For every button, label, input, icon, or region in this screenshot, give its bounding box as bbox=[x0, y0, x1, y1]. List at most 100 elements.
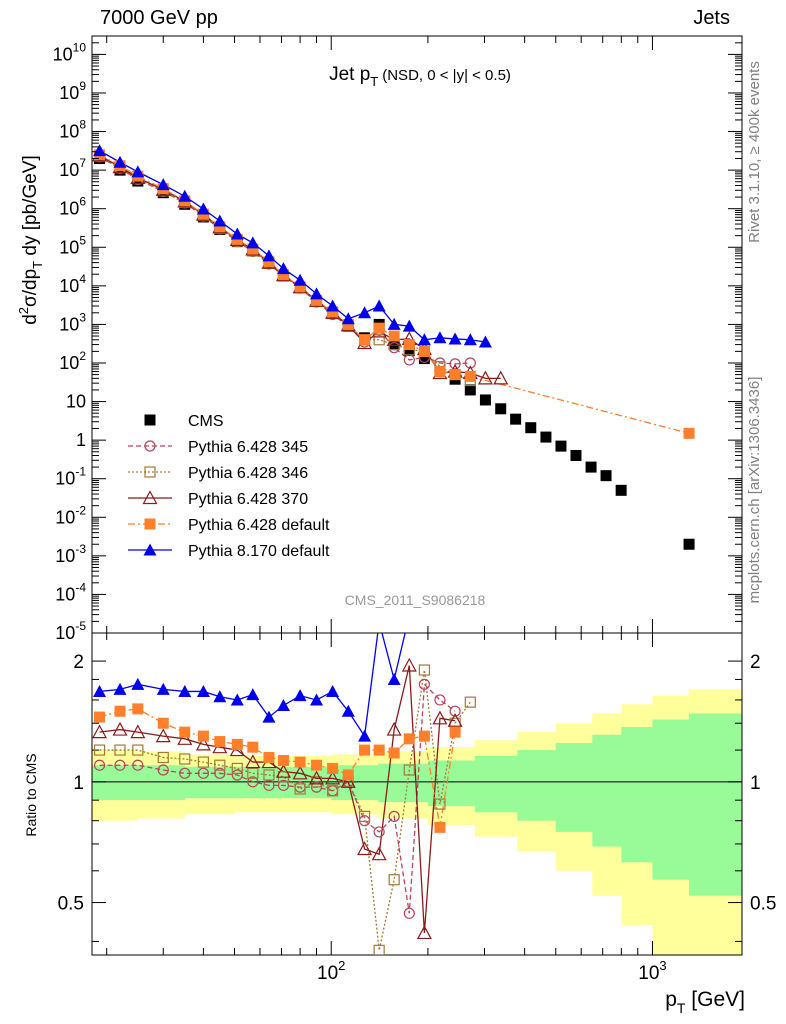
ratio-point-pythia-6-428-370 bbox=[195, 736, 211, 751]
legend: CMS Pythia 6.428 345 Pythia 6.428 346 Pythi… bbox=[128, 413, 330, 560]
ratio-point-pythia-6-428-370 bbox=[112, 721, 128, 736]
ratio-point-pythia-6-428-370 bbox=[386, 721, 402, 736]
point-pythia-8-170-default bbox=[387, 317, 401, 330]
ratio-point-pythia-6-428-346 bbox=[327, 785, 339, 797]
ratio-line-pythia-8-170-default bbox=[99, 633, 406, 738]
point-pythia-6-428-default bbox=[214, 221, 226, 233]
ratio-point-pythia-6-428-370 bbox=[309, 770, 325, 785]
ratio-point-pythia-8-170-default bbox=[293, 689, 307, 702]
legend-marker bbox=[144, 518, 156, 530]
point-cms bbox=[555, 440, 567, 452]
point-pythia-6-428-default bbox=[683, 427, 695, 439]
point-pythia-8-170-default bbox=[310, 287, 324, 300]
ratio-line-pythia-6-428-default bbox=[99, 708, 456, 828]
ratio-point-pythia-6-428-default bbox=[197, 730, 209, 742]
ratio-point-pythia-6-428-345 bbox=[434, 694, 446, 706]
mcplots-label: mcplots.cern.ch [arXiv:1306.3436] bbox=[746, 376, 763, 604]
y-tick-label: 109 bbox=[59, 79, 86, 103]
point-pythia-8-170-default bbox=[358, 306, 372, 319]
point-pythia-6-428-default bbox=[449, 369, 461, 381]
point-pythia-6-428-default bbox=[464, 370, 476, 382]
ratio-point-pythia-6-428-default bbox=[434, 821, 446, 833]
ratio-point-pythia-6-428-default bbox=[214, 736, 226, 748]
y-tick-label: 10-4 bbox=[55, 580, 86, 604]
point-pythia-8-170-default bbox=[293, 273, 307, 286]
point-pythia-6-428-345 bbox=[449, 358, 461, 370]
point-cms bbox=[403, 345, 415, 357]
legend-marker bbox=[142, 490, 158, 505]
legend-label: Pythia 6.428 370 bbox=[188, 491, 308, 508]
ratio-point-pythia-6-428-346 bbox=[214, 759, 226, 771]
y-tick-label: 10 bbox=[66, 392, 86, 412]
point-cms bbox=[600, 470, 612, 482]
ratio-point-pythia-6-428-370 bbox=[416, 925, 432, 940]
x-axis-label: pT [GeV] bbox=[665, 988, 745, 1016]
ratio-point-pythia-6-428-346 bbox=[358, 810, 371, 822]
ratio-y-tick-label-right: 0.5 bbox=[750, 894, 776, 915]
point-pythia-6-428-default bbox=[418, 345, 430, 357]
legend-label: Pythia 6.428 346 bbox=[188, 465, 308, 482]
ratio-point-pythia-6-428-346 bbox=[294, 783, 306, 795]
axis-ticks bbox=[92, 35, 742, 955]
point-pythia-6-428-default bbox=[311, 294, 323, 306]
x-tick-label: 103 bbox=[638, 958, 666, 984]
legend-marker bbox=[143, 543, 157, 556]
ratio-point-pythia-6-428-345 bbox=[197, 767, 209, 779]
point-pythia-6-428-370 bbox=[493, 370, 509, 385]
y-tick-label: 106 bbox=[59, 195, 86, 219]
point-pythia-6-428-default bbox=[294, 281, 306, 293]
point-cms bbox=[495, 403, 507, 415]
y-tick-label: 108 bbox=[59, 118, 86, 142]
ratio-point-pythia-6-428-345 bbox=[179, 767, 191, 779]
ratio-point-pythia-8-170-default bbox=[156, 682, 170, 695]
x-tick-label: 102 bbox=[317, 958, 345, 984]
y-tick-label: 1 bbox=[76, 430, 86, 450]
ratio-point-pythia-6-428-default bbox=[157, 717, 169, 729]
ratio-point-pythia-6-428-346 bbox=[179, 753, 191, 765]
ratio-point-pythia-8-170-default bbox=[93, 684, 107, 697]
point-pythia-6-428-default bbox=[373, 322, 385, 334]
ratio-point-pythia-6-428-default bbox=[114, 705, 126, 717]
ratio-point-pythia-6-428-default bbox=[263, 751, 275, 763]
ratio-point-pythia-6-428-346 bbox=[93, 744, 106, 756]
ratio-line-pythia-6-428-370 bbox=[99, 665, 456, 933]
ratio-point-pythia-6-428-default bbox=[388, 747, 400, 759]
point-pythia-6-428-default bbox=[263, 256, 275, 268]
ratio-point-pythia-6-428-346 bbox=[132, 744, 144, 756]
ratio-point-pythia-8-170-default bbox=[358, 729, 372, 742]
plot-frames bbox=[91, 35, 743, 956]
rivet-label: Rivet 3.1.10, ≥ 400k events bbox=[746, 61, 763, 243]
y-tick-label: 103 bbox=[59, 310, 86, 334]
ratio-point-pythia-6-428-370 bbox=[177, 731, 193, 745]
ratio-point-pythia-8-170-default bbox=[326, 684, 340, 697]
point-cms bbox=[585, 461, 597, 473]
ratio-point-pythia-6-428-345 bbox=[114, 759, 126, 771]
point-pythia-8-170-default bbox=[326, 299, 340, 312]
point-pythia-8-170-default bbox=[156, 178, 170, 191]
ratio-point-pythia-6-428-346 bbox=[263, 769, 275, 781]
ratio-point-pythia-8-170-default bbox=[387, 672, 401, 685]
y-tick-label: 105 bbox=[59, 233, 86, 257]
ratio-point-pythia-6-428-346 bbox=[197, 756, 209, 768]
y-tick-label: 104 bbox=[59, 272, 86, 296]
point-pythia-8-170-default bbox=[93, 144, 107, 157]
point-cms bbox=[683, 538, 695, 550]
ratio-point-pythia-6-428-370 bbox=[92, 724, 108, 739]
ratio-y-tick-label: 2 bbox=[73, 652, 84, 673]
ratio-point-pythia-6-428-345 bbox=[132, 759, 144, 771]
ratio-point-pythia-6-428-346 bbox=[231, 762, 243, 775]
point-pythia-6-428-370 bbox=[477, 370, 493, 385]
ratio-point-pythia-8-170-default bbox=[403, 609, 416, 621]
ratio-point-pythia-6-428-345 bbox=[449, 705, 461, 717]
point-pythia-6-428-default bbox=[247, 243, 259, 255]
ratio-point-pythia-6-428-346 bbox=[464, 696, 476, 708]
ratio-point-pythia-6-428-370 bbox=[325, 770, 341, 785]
ratio-point-pythia-8-170-default bbox=[178, 684, 192, 697]
ratio-point-pythia-6-428-default bbox=[247, 741, 259, 753]
ratio-point-pythia-6-428-370 bbox=[245, 754, 261, 769]
ratio-point-pythia-6-428-346 bbox=[403, 764, 415, 776]
header-left: 7000 GeV pp bbox=[100, 7, 218, 29]
ratio-point-pythia-6-428-370 bbox=[432, 710, 448, 725]
ratio-point-pythia-8-170-default bbox=[341, 704, 355, 717]
ratio-point-pythia-6-428-345 bbox=[214, 767, 226, 779]
